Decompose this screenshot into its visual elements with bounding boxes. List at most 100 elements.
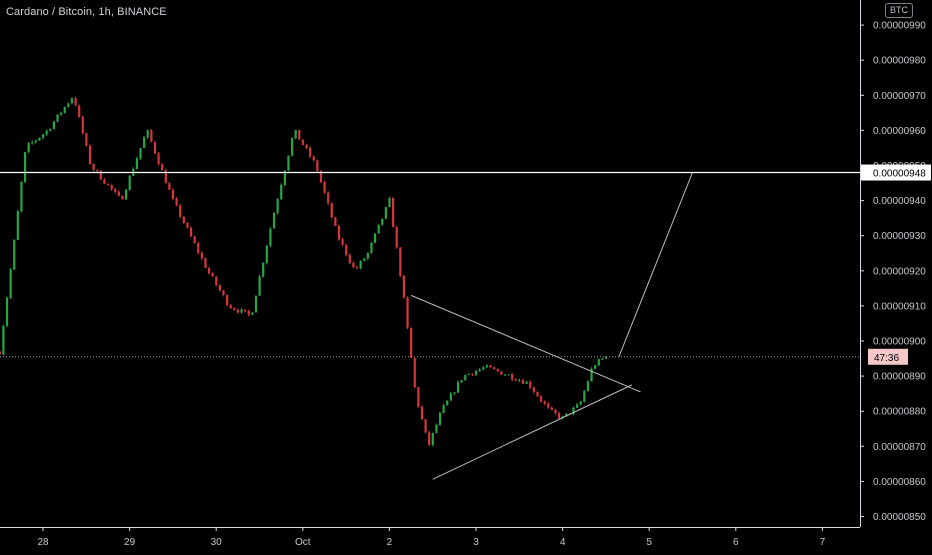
candle[interactable] [395, 226, 398, 249]
candle[interactable] [337, 224, 341, 241]
candle[interactable] [197, 241, 200, 255]
candle[interactable] [258, 274, 261, 297]
candle[interactable] [161, 163, 164, 171]
candle[interactable] [23, 151, 27, 183]
candle[interactable] [60, 111, 63, 117]
triangle-upper-line[interactable] [410, 294, 641, 393]
candle[interactable] [604, 356, 608, 360]
candle[interactable] [438, 411, 442, 427]
candle[interactable] [272, 212, 276, 229]
candle[interactable] [168, 181, 171, 190]
candle[interactable] [99, 170, 102, 180]
candle[interactable] [132, 167, 135, 177]
currency-badge[interactable]: BTC [885, 3, 913, 18]
candle[interactable] [287, 155, 290, 172]
candle[interactable] [525, 380, 528, 384]
candle[interactable] [70, 97, 74, 105]
candle[interactable] [207, 267, 211, 275]
candle[interactable] [489, 365, 492, 368]
candle[interactable] [503, 374, 507, 376]
candle[interactable] [38, 137, 41, 141]
candle[interactable] [485, 364, 489, 369]
candle[interactable] [355, 265, 359, 270]
candle[interactable] [236, 308, 240, 314]
candle[interactable] [56, 114, 59, 123]
candle[interactable] [139, 148, 142, 161]
candle[interactable] [2, 324, 5, 356]
candle[interactable] [193, 235, 196, 244]
candle[interactable] [49, 128, 52, 132]
candle[interactable] [478, 368, 481, 372]
candle[interactable] [496, 368, 499, 373]
candle[interactable] [88, 144, 92, 165]
projection-line[interactable] [618, 172, 693, 357]
candle[interactable] [67, 102, 70, 108]
candle[interactable] [247, 309, 250, 317]
candle[interactable] [226, 294, 229, 307]
candle[interactable] [377, 224, 380, 234]
candle[interactable] [34, 139, 37, 144]
candle[interactable] [539, 394, 543, 403]
candle[interactable] [9, 268, 12, 300]
candle[interactable] [146, 129, 149, 140]
candle[interactable] [594, 364, 597, 370]
candle[interactable] [475, 369, 478, 377]
candle[interactable] [27, 142, 30, 154]
candle[interactable] [554, 409, 557, 415]
candle[interactable] [42, 133, 45, 140]
candle[interactable] [500, 371, 503, 375]
candle[interactable] [305, 143, 308, 150]
candle[interactable] [576, 403, 579, 409]
candle[interactable] [507, 374, 510, 376]
candle[interactable] [189, 226, 193, 238]
candle[interactable] [269, 227, 272, 248]
candle[interactable] [456, 380, 460, 394]
candle[interactable] [366, 252, 369, 261]
candle[interactable] [229, 303, 232, 309]
candle[interactable] [327, 191, 330, 205]
candle[interactable] [211, 272, 214, 277]
price-axis[interactable] [860, 0, 932, 550]
candle[interactable] [518, 378, 521, 383]
candle[interactable] [399, 247, 402, 278]
candle[interactable] [424, 419, 427, 434]
candle[interactable] [381, 218, 384, 226]
candle[interactable] [521, 378, 525, 385]
candle[interactable] [179, 204, 182, 219]
candle[interactable] [294, 129, 297, 140]
candle[interactable] [13, 239, 16, 271]
candle[interactable] [388, 196, 391, 208]
candle[interactable] [78, 104, 81, 118]
candle[interactable] [453, 392, 456, 396]
candle[interactable] [532, 386, 535, 394]
candle[interactable] [164, 168, 167, 184]
candle[interactable] [460, 380, 463, 384]
candle[interactable] [601, 357, 604, 361]
candle[interactable] [262, 262, 265, 278]
candle[interactable] [110, 184, 113, 191]
candle[interactable] [52, 120, 56, 130]
candle[interactable] [586, 380, 590, 392]
candle[interactable] [471, 373, 474, 376]
candle[interactable] [186, 222, 189, 229]
candle[interactable] [323, 180, 326, 194]
time-axis[interactable] [0, 527, 860, 550]
candle[interactable] [359, 260, 362, 270]
candle[interactable] [290, 137, 294, 157]
candle[interactable] [316, 159, 319, 172]
candle[interactable] [345, 244, 348, 257]
candle[interactable] [514, 378, 517, 382]
candle[interactable] [200, 251, 203, 260]
candle[interactable] [81, 115, 84, 135]
candle[interactable] [363, 257, 366, 262]
candle[interactable] [543, 400, 546, 406]
candle[interactable] [124, 188, 128, 200]
candle[interactable] [435, 423, 438, 434]
candle[interactable] [482, 365, 485, 371]
candle[interactable] [413, 357, 416, 389]
candle[interactable] [45, 129, 48, 136]
candle[interactable] [16, 209, 19, 240]
candle[interactable] [171, 188, 175, 201]
candle[interactable] [511, 372, 514, 382]
